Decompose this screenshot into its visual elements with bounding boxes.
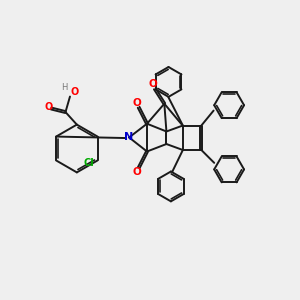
Text: O: O bbox=[44, 102, 52, 112]
Text: O: O bbox=[148, 79, 158, 89]
Text: H: H bbox=[61, 83, 68, 92]
Text: N: N bbox=[124, 133, 134, 142]
Text: Cl: Cl bbox=[83, 158, 94, 168]
Text: O: O bbox=[133, 167, 142, 177]
Text: O: O bbox=[70, 87, 78, 98]
Text: O: O bbox=[133, 98, 142, 108]
